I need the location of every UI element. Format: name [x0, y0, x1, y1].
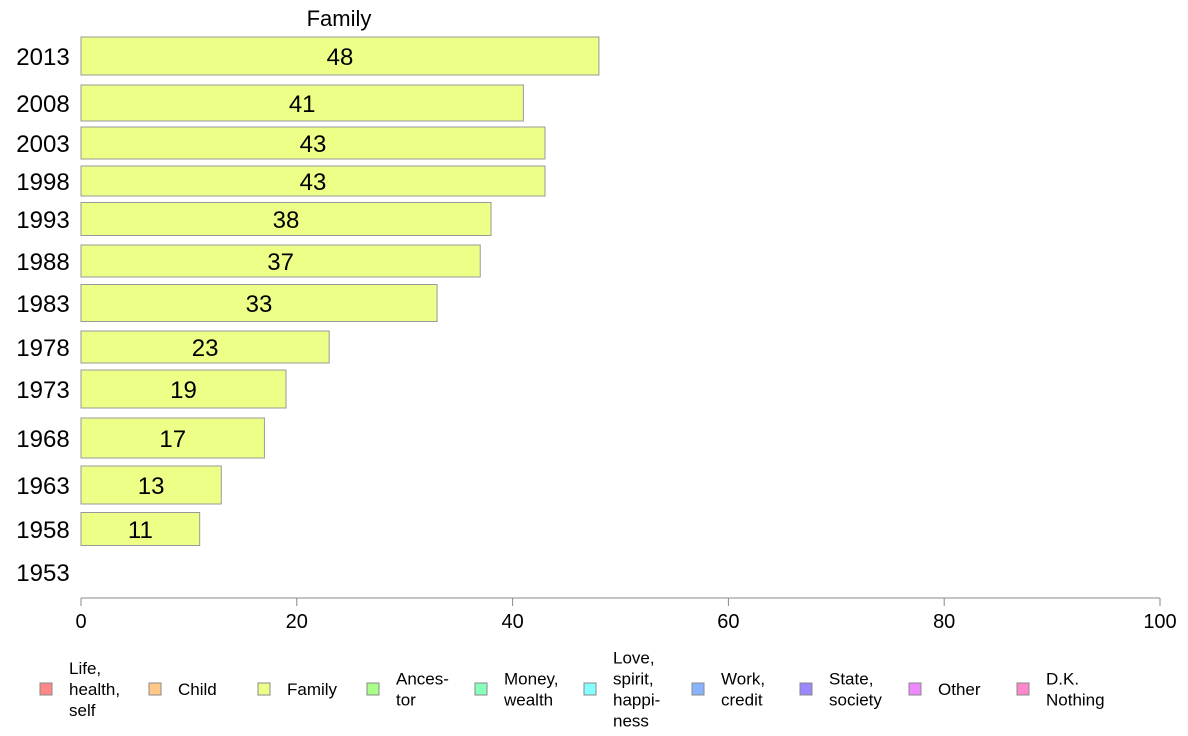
data-label-1983: 33 [246, 291, 273, 318]
y-tick-label-1968: 1968 [16, 426, 69, 453]
legend-label-2: Family [287, 680, 338, 699]
bar-1973 [80, 369, 287, 409]
legend-swatch-4 [474, 682, 488, 696]
bar-1983 [80, 284, 438, 322]
x-tick-label-20: 20 [286, 611, 308, 633]
data-label-1968: 17 [159, 426, 186, 453]
bar-1978 [80, 330, 330, 364]
legend-label-3: Ances-tor [396, 670, 449, 710]
bars-group: 2013 48 2008 41 2003 43 1998 43 1993 38 1988 37 1983… [16, 36, 600, 587]
legend-swatch-9 [1016, 682, 1030, 696]
bar-1998 [80, 165, 546, 197]
data-label-1988: 37 [267, 249, 294, 276]
data-label-1958: 11 [128, 517, 153, 544]
y-tick-label-1973: 1973 [16, 377, 69, 404]
legend-label-9: D.K. Nothing [1046, 670, 1105, 710]
x-tick-label-100: 100 [1143, 611, 1176, 633]
legend-swatch-2 [257, 682, 271, 696]
x-tick-label-40: 40 [501, 611, 523, 633]
y-tick-label-1958: 1958 [16, 517, 69, 544]
bar-2003 [80, 126, 546, 160]
legend-label-1: Child [178, 680, 217, 699]
y-tick-label-1953: 1953 [16, 560, 69, 587]
bar-1993 [80, 202, 492, 236]
legend-swatch-3 [366, 682, 380, 696]
data-label-2013: 48 [327, 44, 354, 71]
bar-2013 [80, 36, 600, 76]
legend-swatch-5 [583, 682, 597, 696]
y-tick-label-1978: 1978 [16, 335, 69, 362]
legend-swatch-8 [908, 682, 922, 696]
data-label-2003: 43 [300, 131, 327, 158]
y-tick-label-2013: 2013 [16, 44, 69, 71]
y-tick-label-2008: 2008 [16, 91, 69, 118]
legend-label-8: Other [938, 680, 981, 699]
data-label-1973: 19 [170, 377, 197, 404]
legend-label-6: Work, credit [721, 670, 765, 710]
data-label-1998: 43 [300, 169, 327, 196]
data-label-1963: 13 [138, 473, 165, 500]
y-tick-label-1998: 1998 [16, 169, 69, 196]
data-label-1978: 23 [192, 335, 219, 362]
bar-1988 [80, 244, 481, 278]
bar-1958 [80, 512, 201, 546]
legend-label-5: Love, spirit, happi-ness [613, 649, 660, 731]
y-tick-label-1993: 1993 [16, 207, 69, 234]
legend-swatch-7 [799, 682, 813, 696]
legend-label-4: Money, wealth [503, 670, 559, 710]
y-tick-label-1983: 1983 [16, 291, 69, 318]
x-tick-label-80: 80 [933, 611, 955, 633]
y-tick-label-1963: 1963 [16, 473, 69, 500]
data-label-1993: 38 [273, 207, 300, 234]
data-label-2008: 41 [289, 91, 316, 118]
x-tick-label-0: 0 [75, 611, 86, 633]
bar-1968 [80, 417, 265, 459]
legend-label-0: Life, health, self [69, 659, 120, 720]
legend-swatch-0 [39, 682, 53, 696]
legend-label-7: State, society [829, 670, 882, 710]
bar-1963 [80, 465, 222, 505]
legend-swatch-1 [148, 682, 162, 696]
chart-title: Family [307, 6, 372, 31]
y-tick-label-2003: 2003 [16, 131, 69, 158]
y-tick-label-1988: 1988 [16, 249, 69, 276]
x-tick-label-60: 60 [717, 611, 739, 633]
legend-swatch-6 [691, 682, 705, 696]
legend: Life, health, self Child Family Ances-tor Mone… [39, 649, 1105, 731]
x-axis: 0 20 40 60 80 100 [75, 597, 1177, 633]
bar-2008 [80, 84, 524, 122]
